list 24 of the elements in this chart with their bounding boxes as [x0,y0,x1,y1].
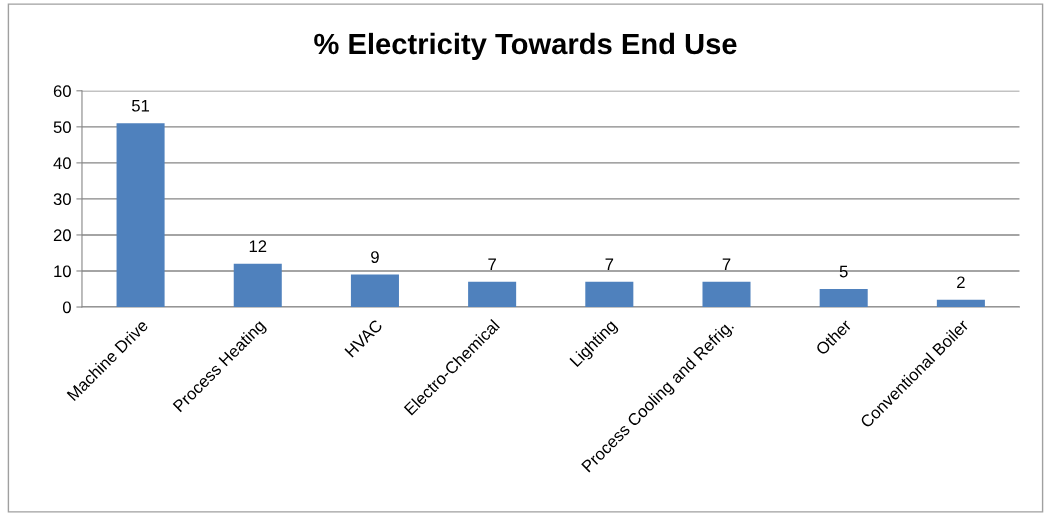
y-tick-label: 30 [53,193,71,206]
y-tick-label: 20 [53,229,71,242]
data-label: 12 [249,240,267,252]
y-tick-label: 40 [53,157,71,170]
y-tick-label: 60 [53,85,71,98]
data-label: 9 [371,251,379,263]
bar [702,281,751,308]
y-tick-label: 50 [53,121,71,134]
bar [233,263,282,308]
y-tick-label: 0 [62,301,71,314]
data-label: 2 [957,276,965,289]
data-label: 51 [131,99,150,112]
bar [350,274,399,308]
y-tick-label: 10 [54,265,71,278]
bar [819,289,868,308]
bar [936,299,985,308]
data-label: 7 [488,258,496,270]
bar [468,281,517,308]
data-label: 7 [722,258,731,270]
chart-title: % Electricity Towards End Use [314,32,737,61]
bar [585,281,634,308]
bar [116,123,165,308]
data-label: 5 [839,265,848,278]
data-label: 7 [605,258,614,270]
